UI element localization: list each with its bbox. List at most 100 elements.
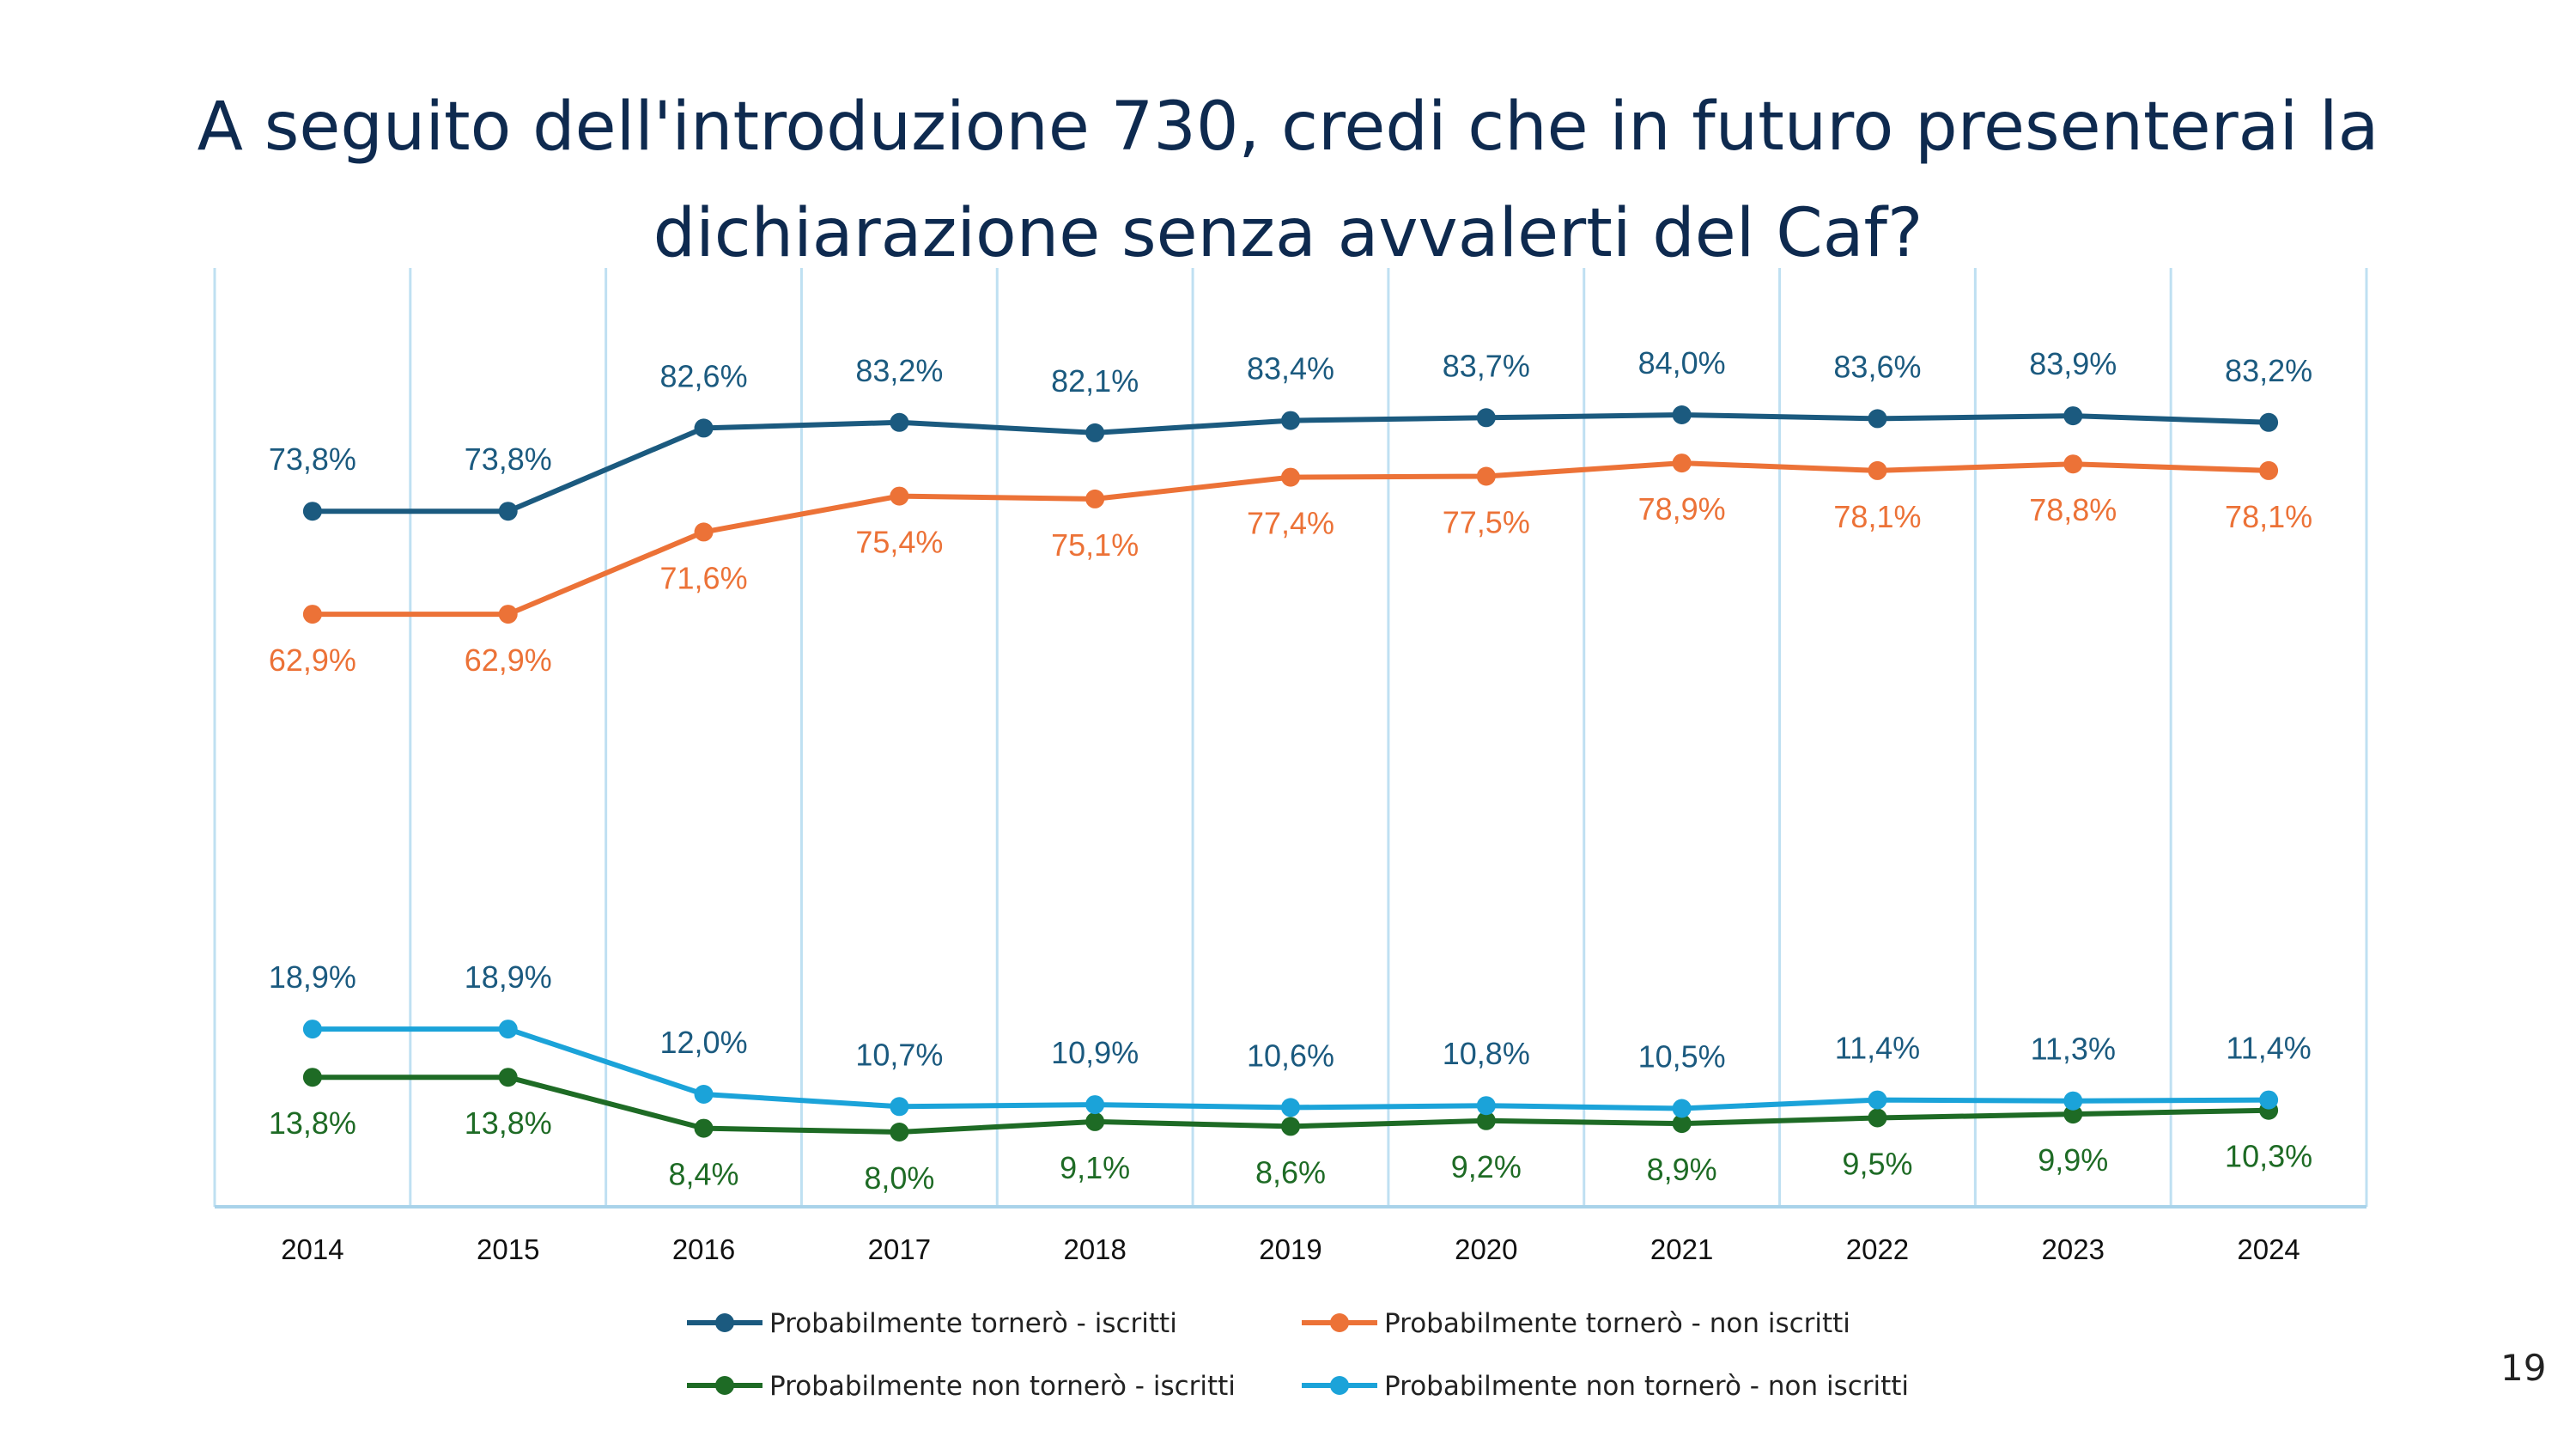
x-tick-label: 2018	[1063, 1233, 1126, 1265]
data-label: 11,3%	[2031, 1032, 2116, 1067]
data-label: 18,9%	[269, 959, 356, 995]
data-label: 78,1%	[1833, 499, 1921, 534]
data-point	[2259, 412, 2279, 432]
x-tick-label: 2023	[2042, 1233, 2105, 1265]
data-label: 84,0%	[1638, 345, 1726, 381]
data-point	[694, 522, 714, 542]
data-label: 73,8%	[269, 441, 356, 477]
x-tick-label: 2020	[1455, 1233, 1517, 1265]
data-point	[1281, 467, 1300, 487]
data-point	[1476, 408, 1496, 428]
data-point	[302, 1020, 322, 1039]
x-tick-label: 2014	[281, 1233, 343, 1265]
x-tick-label: 2019	[1259, 1233, 1321, 1265]
data-label: 8,9%	[1647, 1152, 1717, 1187]
data-label: 62,9%	[269, 642, 356, 678]
data-label: 11,4%	[1835, 1031, 1920, 1066]
legend-label: Probabilmente tornerò - non iscritti	[1384, 1308, 1850, 1339]
legend-label: Probabilmente non tornerò - non iscritti	[1384, 1371, 1909, 1402]
data-point	[2259, 1090, 2279, 1110]
data-label: 73,8%	[465, 441, 552, 477]
data-label: 8,4%	[669, 1157, 739, 1192]
data-point	[890, 486, 909, 506]
data-point	[1281, 1098, 1300, 1117]
data-point	[1085, 489, 1105, 508]
data-point	[1085, 423, 1105, 442]
data-point	[1868, 409, 1887, 429]
data-point	[1476, 1096, 1496, 1116]
data-label: 78,9%	[1638, 491, 1726, 527]
data-point	[498, 502, 518, 521]
data-label: 82,6%	[660, 358, 748, 393]
data-point	[498, 605, 518, 624]
page-number: 19	[2500, 1347, 2547, 1389]
data-point	[1085, 1095, 1105, 1115]
data-label: 11,4%	[2226, 1031, 2311, 1066]
data-point	[890, 1123, 909, 1142]
chart-title: A seguito dell'introduzione 730, credi c…	[0, 74, 2576, 287]
data-point	[2063, 1105, 2083, 1124]
data-label: 78,8%	[2029, 492, 2117, 527]
data-label: 13,8%	[465, 1105, 552, 1141]
data-label: 8,0%	[864, 1160, 934, 1196]
data-label: 75,4%	[855, 525, 943, 560]
data-label: 83,4%	[1247, 351, 1334, 387]
data-point	[694, 1118, 714, 1138]
data-point	[498, 1068, 518, 1087]
data-label: 13,8%	[269, 1105, 356, 1141]
data-label: 78,1%	[2225, 499, 2312, 534]
data-label: 83,9%	[2029, 346, 2117, 381]
data-point	[694, 418, 714, 438]
data-point	[1672, 454, 1692, 473]
data-label: 62,9%	[465, 642, 552, 678]
legend-label: Probabilmente non tornerò - iscritti	[769, 1371, 1236, 1402]
data-point	[1476, 466, 1496, 486]
data-point	[2063, 1091, 2083, 1111]
x-tick-label: 2016	[672, 1233, 735, 1265]
data-point	[2063, 406, 2083, 426]
x-tick-label: 2015	[477, 1233, 539, 1265]
data-point	[1672, 1114, 1692, 1134]
data-point	[302, 1068, 322, 1087]
data-label: 71,6%	[660, 560, 748, 595]
chart-title-line1: A seguito dell'introduzione 730, credi c…	[197, 88, 2379, 166]
data-point	[1868, 1108, 1887, 1128]
x-tick-label: 2024	[2237, 1233, 2300, 1265]
data-point	[2259, 460, 2279, 480]
x-tick-label: 2021	[1650, 1233, 1713, 1265]
data-label: 9,1%	[1060, 1150, 1130, 1185]
data-label: 10,6%	[1247, 1038, 1334, 1073]
data-point	[890, 412, 909, 432]
data-point	[1476, 1111, 1496, 1130]
data-point	[498, 1020, 518, 1039]
x-tick-label: 2022	[1846, 1233, 1909, 1265]
chart-title-line2: dichiarazione senza avvalerti del Caf?	[653, 195, 1923, 272]
data-label: 75,1%	[1051, 527, 1139, 563]
data-label: 9,5%	[1842, 1147, 1912, 1182]
data-label: 83,7%	[1443, 348, 1530, 383]
legend-label: Probabilmente tornerò - iscritti	[769, 1308, 1177, 1339]
data-label: 77,5%	[1443, 505, 1530, 540]
data-point	[1868, 1090, 1887, 1110]
data-point	[1868, 460, 1887, 480]
legend-marker	[715, 1376, 734, 1395]
data-point	[2063, 454, 2083, 474]
data-label: 10,8%	[1443, 1036, 1530, 1071]
data-point	[1281, 1117, 1300, 1136]
data-point	[302, 605, 322, 624]
data-label: 82,1%	[1051, 363, 1139, 399]
data-label: 10,7%	[855, 1037, 943, 1072]
data-label: 12,0%	[660, 1025, 748, 1060]
data-point	[1672, 405, 1692, 424]
data-label: 9,9%	[2038, 1142, 2108, 1178]
data-point	[890, 1097, 909, 1117]
legend-marker	[1330, 1376, 1349, 1395]
x-tick-label: 2017	[868, 1233, 931, 1265]
data-label: 8,6%	[1255, 1154, 1326, 1190]
data-label: 83,6%	[1833, 349, 1921, 384]
data-label: 83,2%	[855, 353, 943, 388]
data-label: 83,2%	[2225, 353, 2312, 388]
data-point	[1085, 1111, 1105, 1131]
data-label: 10,3%	[2225, 1139, 2312, 1174]
